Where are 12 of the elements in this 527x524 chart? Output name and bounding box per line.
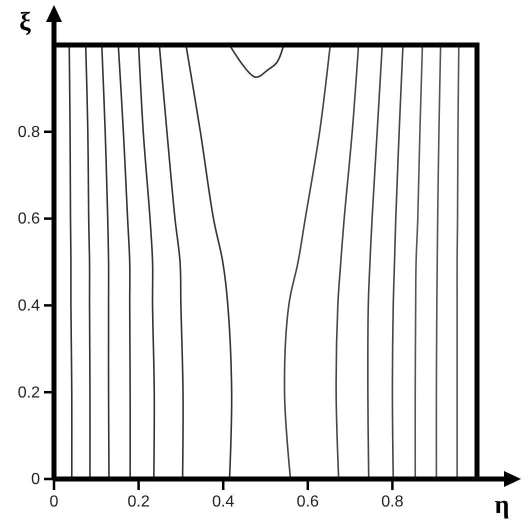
y-tick-label: 0.2 <box>18 384 40 402</box>
x-tick-label: 0 <box>50 493 59 510</box>
x-tick-label: 0.6 <box>296 493 320 510</box>
x-tick-label: 0.8 <box>381 493 404 510</box>
y-tick-label: 0 <box>31 471 40 488</box>
y-axis-title: ξ <box>19 7 32 36</box>
y-tick-label: 0.4 <box>18 298 40 315</box>
y-tick-label: 0.8 <box>18 124 40 141</box>
x-axis-title: η <box>494 490 510 519</box>
x-tick-label: 0.2 <box>127 493 150 510</box>
x-tick-label: 0.4 <box>212 493 234 510</box>
y-tick-label: 0.6 <box>18 210 40 228</box>
